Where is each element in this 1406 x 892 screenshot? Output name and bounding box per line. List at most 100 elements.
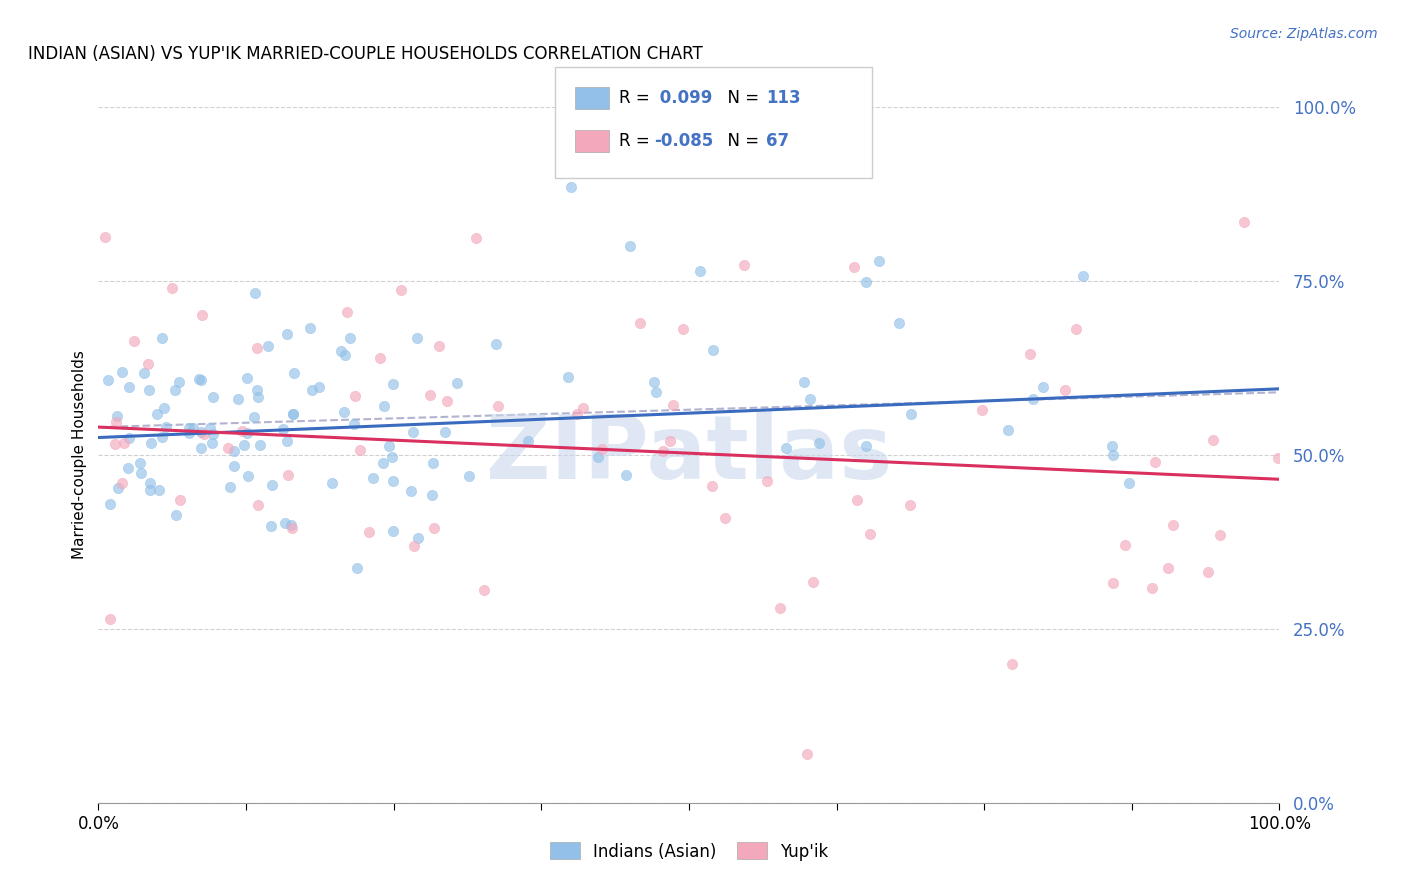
Point (190, 373, 212, 387)
Point (427, 339, 450, 353)
Point (138, 383, 160, 397)
Point (1267, 450, 1289, 465)
Point (131, 467, 153, 481)
Text: INDIAN (ASIAN) VS YUP'IK MARRIED-COUPLE HOUSEHOLDS CORRELATION CHART: INDIAN (ASIAN) VS YUP'IK MARRIED-COUPLE … (28, 45, 703, 62)
Point (898, 498, 921, 512)
Point (94, 230, 117, 244)
Point (298, 321, 321, 335)
Point (422, 456, 444, 470)
Point (1202, 433, 1225, 447)
Point (167, 375, 190, 389)
Point (1144, 455, 1167, 469)
Point (202, 426, 225, 441)
Point (150, 331, 173, 345)
Point (246, 383, 269, 397)
Point (796, 747, 818, 761)
Point (807, 436, 830, 450)
Point (117, 380, 139, 394)
Point (644, 385, 666, 400)
Point (233, 438, 256, 452)
Point (420, 488, 443, 502)
Point (153, 401, 176, 415)
Point (179, 420, 201, 434)
Point (308, 380, 330, 394)
Point (136, 357, 159, 371)
Text: 0.099: 0.099 (654, 89, 713, 107)
Point (1209, 528, 1232, 542)
Point (434, 425, 457, 439)
Point (118, 431, 141, 445)
Point (281, 521, 304, 535)
Point (247, 390, 270, 404)
Point (217, 441, 239, 455)
Point (201, 436, 224, 450)
Point (423, 521, 446, 535)
Point (970, 403, 993, 417)
Point (236, 425, 259, 440)
Point (247, 498, 270, 512)
Point (336, 305, 359, 319)
Point (155, 420, 177, 434)
Legend: Indians (Asian), Yup'ik: Indians (Asian), Yup'ik (550, 842, 828, 861)
Point (271, 422, 294, 436)
Point (382, 524, 405, 538)
Y-axis label: Married-couple Households: Married-couple Households (72, 351, 87, 559)
Point (283, 407, 305, 421)
Point (198, 421, 221, 435)
Point (382, 377, 405, 392)
Point (458, 469, 481, 483)
Point (1102, 449, 1125, 463)
Point (419, 388, 441, 402)
Point (868, 254, 890, 268)
Point (1071, 269, 1094, 284)
Point (801, 575, 824, 590)
Point (1101, 439, 1123, 453)
Point (112, 436, 135, 450)
Point (218, 480, 240, 494)
Point (368, 351, 391, 365)
Point (100, 612, 122, 626)
Point (276, 327, 298, 342)
Point (733, 258, 755, 272)
Text: 113: 113 (766, 89, 801, 107)
Point (1018, 347, 1040, 361)
Point (628, 316, 651, 330)
Point (117, 460, 139, 475)
Point (844, 260, 866, 274)
Point (373, 399, 395, 413)
Text: N =: N = (717, 89, 765, 107)
Point (855, 275, 877, 289)
Point (165, 383, 187, 397)
Point (588, 450, 610, 464)
Point (702, 478, 724, 492)
Point (560, 180, 582, 194)
Point (472, 582, 495, 597)
Point (273, 516, 295, 531)
Point (614, 468, 637, 483)
Point (855, 439, 877, 453)
Text: ZIPatlas: ZIPatlas (486, 411, 891, 499)
Point (97, 373, 120, 387)
Point (464, 230, 486, 244)
Point (280, 517, 302, 532)
Point (343, 388, 366, 402)
Point (107, 481, 129, 495)
Point (361, 470, 384, 484)
Point (249, 438, 271, 452)
Point (343, 417, 366, 432)
Point (775, 441, 797, 455)
Point (190, 308, 212, 322)
Point (591, 442, 613, 456)
Point (281, 407, 304, 421)
Point (619, 239, 641, 253)
Point (1197, 565, 1219, 579)
Point (243, 409, 266, 424)
Point (132, 366, 155, 380)
Point (146, 407, 169, 421)
Point (105, 409, 128, 423)
Point (378, 439, 401, 453)
Point (402, 539, 425, 553)
Point (222, 458, 245, 473)
Point (165, 508, 187, 522)
Point (111, 366, 134, 380)
